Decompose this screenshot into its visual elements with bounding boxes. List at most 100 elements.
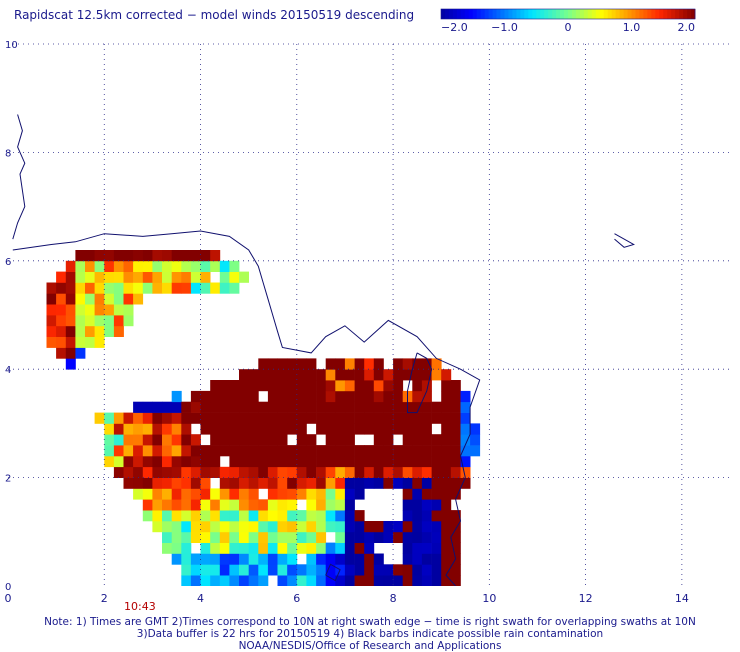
heatmap-cell (383, 531, 394, 543)
heatmap-cell (113, 445, 124, 457)
heatmap-cell (460, 455, 471, 468)
heatmap-cell (287, 510, 298, 522)
heatmap-cell (239, 390, 249, 403)
heatmap-cell (441, 553, 452, 565)
heatmap-cell (344, 466, 355, 478)
heatmap-cell (306, 521, 317, 533)
heatmap-cell (354, 575, 365, 586)
heatmap-cell (200, 423, 211, 435)
heatmap-cell (219, 423, 230, 435)
colorbar-segment (659, 9, 664, 19)
heatmap-cell (267, 423, 278, 435)
heatmap-cell (200, 531, 211, 543)
heatmap-cell (344, 445, 355, 457)
heatmap-cell (190, 412, 201, 424)
heatmap-cell (277, 390, 288, 403)
heatmap-cell (344, 531, 355, 543)
heatmap-cell (162, 542, 172, 554)
heatmap-cell (287, 521, 298, 533)
heatmap-cell (325, 466, 336, 478)
heatmap-cell (335, 445, 346, 457)
heatmap-cell (258, 369, 269, 381)
heatmap-cell (364, 466, 375, 478)
heatmap-cell (325, 499, 336, 511)
colorbar-segment (603, 9, 609, 19)
heatmap-cell (113, 304, 124, 316)
footnote-line-2: 3)Data buffer is 22 hrs for 20150519 4) … (136, 628, 604, 640)
heatmap-cell (316, 499, 327, 511)
heatmap-cell (219, 390, 230, 403)
heatmap-cell (85, 336, 95, 348)
heatmap-cell (431, 510, 442, 522)
heatmap-cell (113, 260, 124, 272)
heatmap-cell (431, 412, 442, 424)
heatmap-cell (316, 531, 327, 543)
heatmap-cell (133, 282, 144, 294)
heatmap-cell (85, 325, 95, 337)
heatmap-cell (85, 250, 95, 262)
heatmap-cell (190, 477, 201, 489)
heatmap-cell (171, 466, 182, 478)
heatmap-cell (441, 412, 452, 424)
heatmap-cell (421, 510, 432, 522)
heatmap-cell (421, 553, 432, 565)
heatmap-cell (152, 488, 163, 500)
heatmap-cell (277, 564, 288, 576)
heatmap-cell (171, 455, 182, 468)
heatmap-cell (162, 455, 172, 468)
heatmap-cell (306, 466, 317, 478)
heatmap-cell (373, 521, 384, 533)
heatmap-cell (393, 466, 404, 478)
heatmap-cell (325, 455, 336, 468)
heatmap-cell (219, 412, 230, 424)
heatmap-cell (229, 488, 240, 500)
colorbar-segment (599, 9, 605, 19)
heatmap-cell (393, 358, 404, 370)
heatmap-cell (133, 293, 144, 305)
heatmap-cell (316, 455, 327, 468)
heatmap-cell (248, 466, 259, 478)
heatmap-cell (412, 358, 423, 370)
heatmap-cell (402, 564, 413, 576)
heatmap-cell (75, 304, 86, 316)
heatmap-cell (65, 304, 76, 316)
y-tick-label: 10 (5, 40, 18, 51)
heatmap-cell (85, 293, 95, 305)
heatmap-cell (171, 445, 182, 457)
heatmap-cell (277, 531, 288, 543)
heatmap-cell (450, 466, 461, 478)
heatmap-cell (344, 477, 355, 489)
heatmap-cell (431, 521, 442, 533)
colorbar-segment (452, 9, 458, 19)
heatmap-cell (335, 455, 346, 468)
heatmap-cell (421, 390, 432, 403)
heatmap-cell (75, 260, 86, 272)
colorbar-segment (691, 9, 696, 19)
heatmap-cell (181, 477, 192, 489)
heatmap-cell (335, 531, 346, 543)
heatmap-cell (181, 488, 192, 500)
heatmap-cell (421, 531, 432, 543)
heatmap-cell (441, 434, 452, 446)
heatmap-cell (267, 401, 278, 413)
heatmap-cell (239, 369, 249, 381)
heatmap-cell (373, 358, 384, 370)
colorbar-segment (663, 9, 668, 19)
x-tick-label: 14 (675, 592, 689, 605)
heatmap-cell (421, 434, 432, 446)
heatmap-cell (441, 488, 452, 500)
heatmap-cell (267, 477, 278, 489)
heatmap-cell (248, 521, 259, 533)
colorbar-segment (540, 9, 545, 19)
heatmap-cell (421, 575, 432, 586)
heatmap-cell (229, 271, 240, 283)
heatmap-cell (123, 260, 134, 272)
heatmap-cell (354, 564, 365, 576)
heatmap-cell (460, 401, 471, 413)
heatmap-cell (441, 521, 452, 533)
heatmap-cell (431, 542, 442, 554)
heatmap-cell (383, 434, 394, 446)
heatmap-cell (56, 271, 67, 283)
heatmap-cell (277, 575, 288, 586)
colorbar-segment (667, 9, 672, 19)
